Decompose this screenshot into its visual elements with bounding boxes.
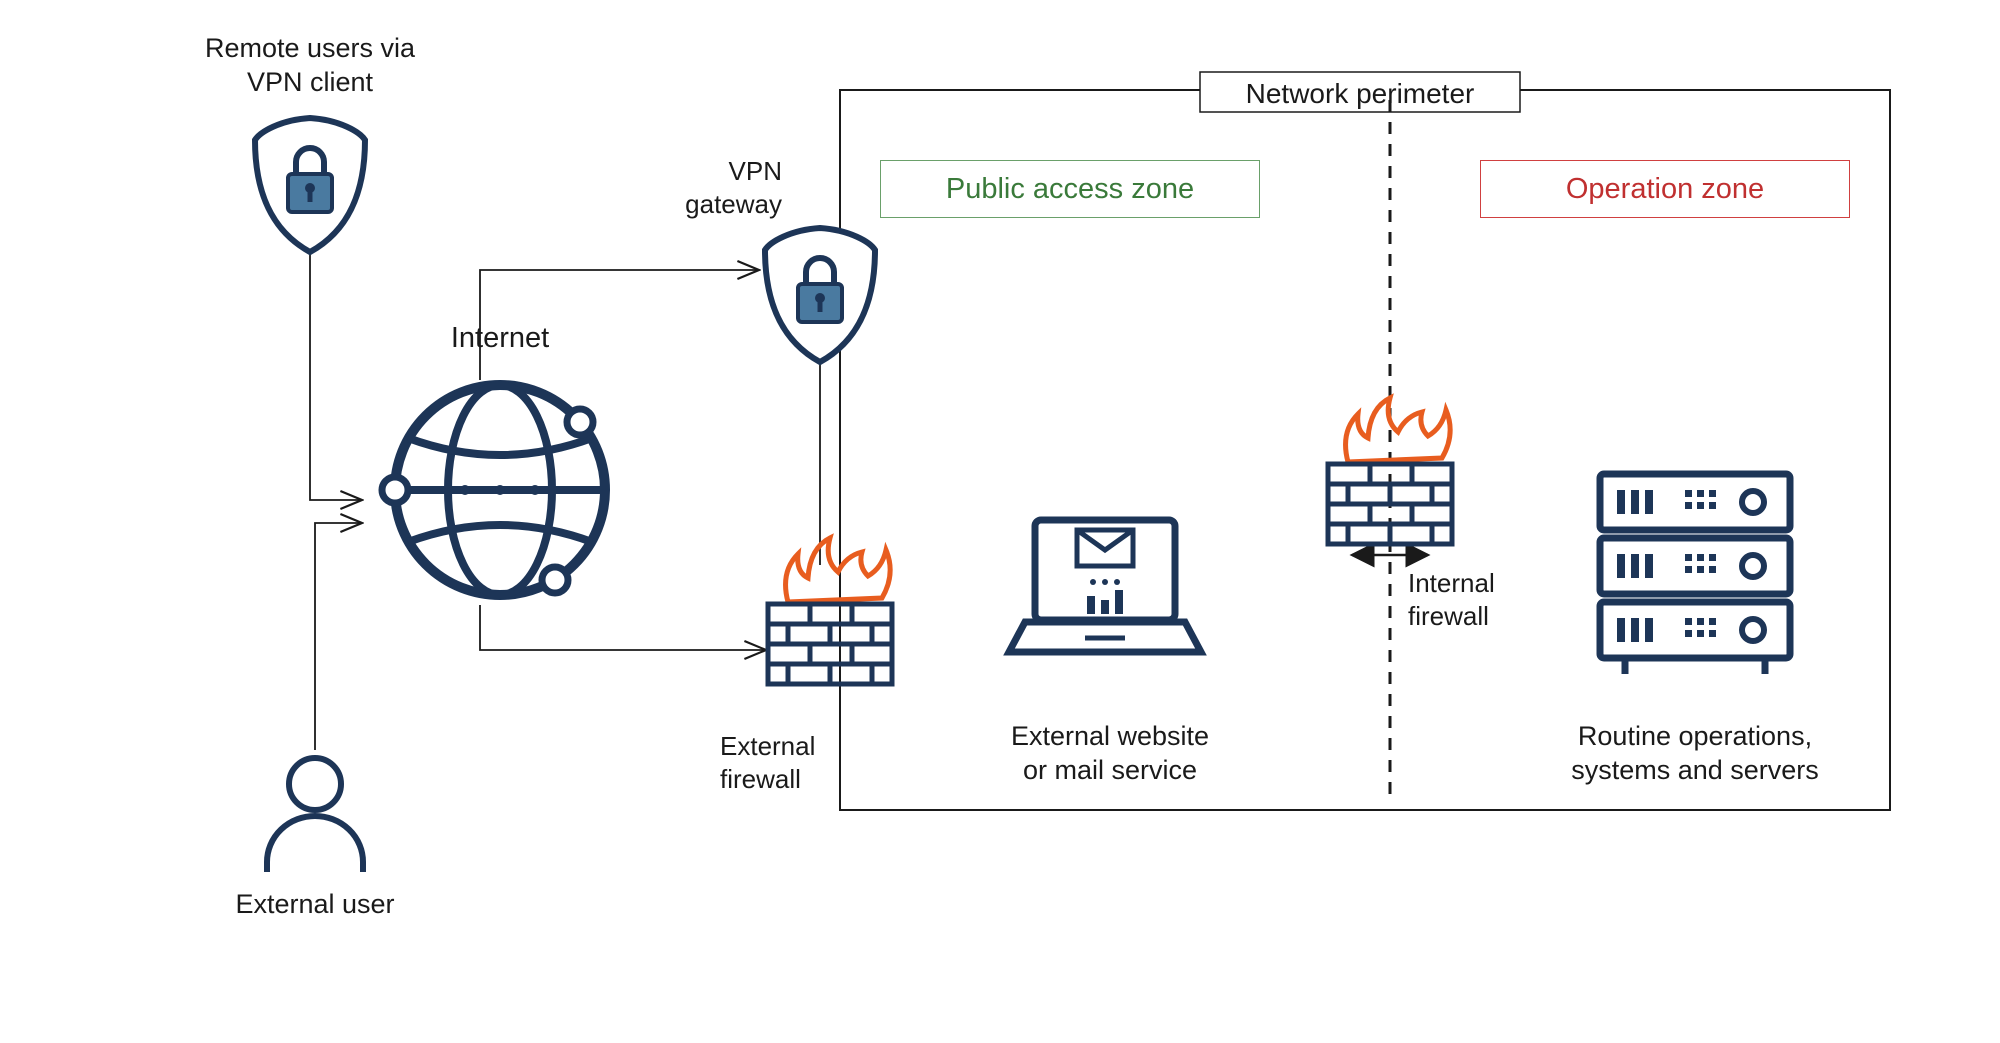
external-user-label: External user (210, 888, 420, 922)
external-service-label: External websiteor mail service (980, 720, 1240, 788)
edge-internet-externalfirewall (480, 605, 766, 650)
vpn-gateway-label: VPNgateway (672, 155, 782, 220)
servers-label: Routine operations,systems and servers (1545, 720, 1845, 788)
vpn-client-label: Remote users viaVPN client (180, 32, 440, 100)
shield-lock-icon (255, 118, 365, 252)
laptop-mail-icon (1009, 520, 1201, 652)
firewall-icon (768, 538, 892, 684)
firewall-icon (1328, 398, 1452, 544)
shield-lock-icon (765, 228, 875, 362)
edge-vpnclient-internet (310, 252, 362, 500)
network-perimeter-title: Network perimeter (1200, 76, 1520, 111)
server-rack-icon (1600, 474, 1790, 674)
internal-firewall-label: Internalfirewall (1408, 567, 1548, 632)
globe-icon (382, 385, 605, 595)
internet-label: Internet (420, 320, 580, 356)
external-firewall-label: Externalfirewall (720, 730, 880, 795)
network-diagram (0, 0, 2000, 1043)
public-access-zone-box: Public access zone (880, 160, 1260, 218)
operation-zone-box: Operation zone (1480, 160, 1850, 218)
person-icon (267, 758, 363, 872)
edge-externaluser-internet (315, 523, 362, 750)
